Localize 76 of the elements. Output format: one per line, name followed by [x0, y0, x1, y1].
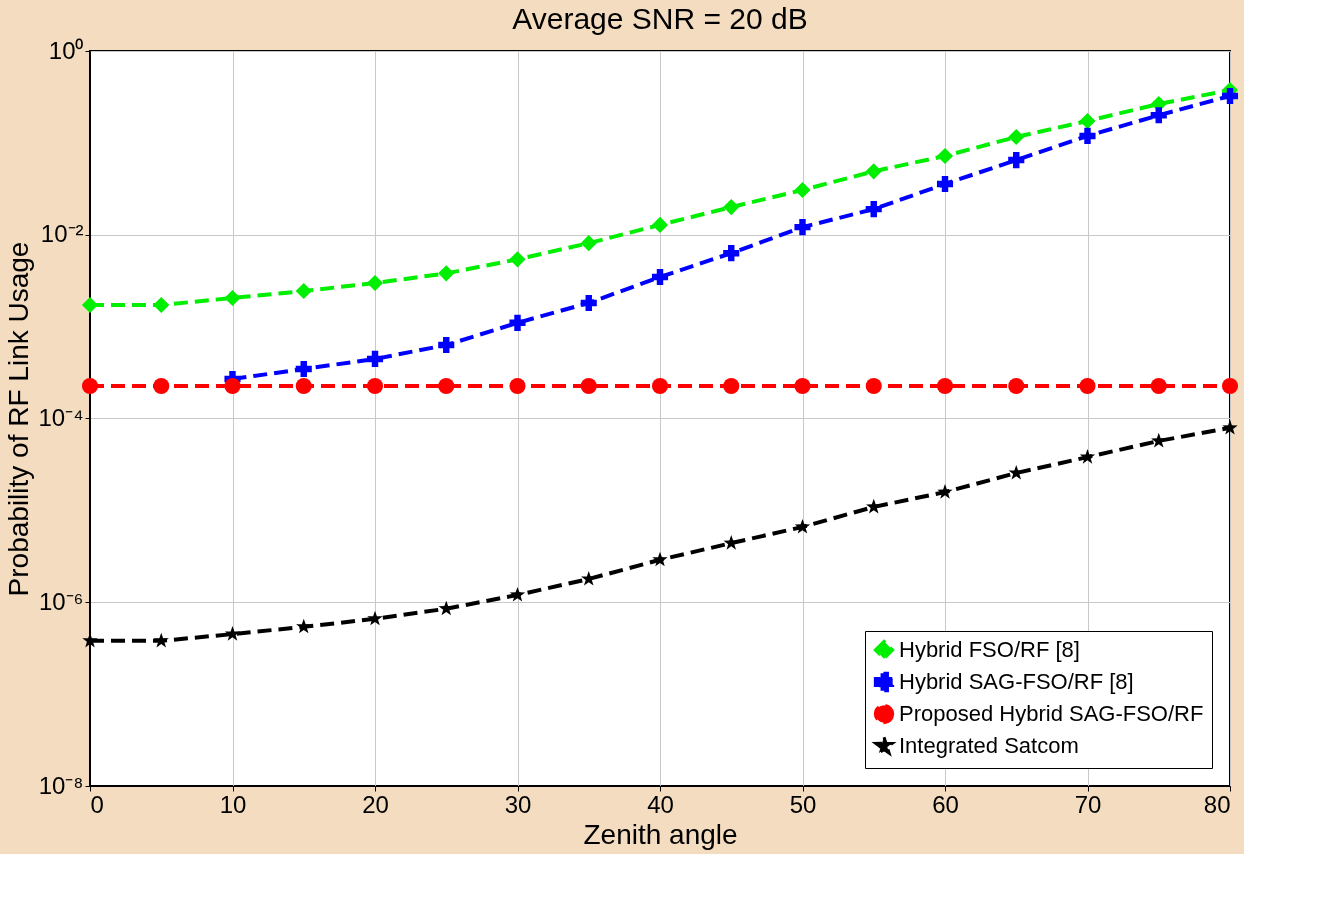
point — [366, 377, 384, 395]
point — [651, 377, 669, 395]
point — [295, 360, 312, 378]
point — [651, 216, 669, 233]
point — [865, 377, 882, 395]
x-tick-label: 70 — [1074, 790, 1102, 818]
x-tick-label: 30 — [504, 790, 532, 818]
y-tick-label: 10⁻⁴ — [38, 404, 84, 431]
point — [723, 245, 740, 262]
point — [1008, 152, 1025, 169]
point — [936, 147, 954, 165]
point — [1079, 112, 1096, 130]
point — [580, 294, 597, 312]
point — [794, 219, 811, 236]
point — [1150, 377, 1167, 395]
y-axis-title: Probability of RF Link Usage — [3, 241, 35, 597]
point — [794, 377, 811, 395]
point — [723, 377, 740, 395]
point — [1221, 377, 1239, 395]
legend-label: Integrated Satcom — [899, 733, 1079, 758]
y-tick-label: 10⁻² — [40, 220, 84, 248]
point — [1008, 128, 1025, 146]
point — [865, 163, 882, 180]
point — [1221, 87, 1239, 105]
x-tick-label: 20 — [362, 790, 389, 818]
x-tick-label: 0 — [90, 790, 104, 818]
point — [153, 296, 170, 314]
point — [366, 350, 384, 367]
point — [865, 201, 882, 218]
y-tick-label: 10⁻⁶ — [38, 587, 84, 615]
point — [438, 377, 455, 395]
point — [936, 175, 954, 193]
point — [509, 586, 526, 602]
point — [936, 377, 954, 395]
point — [224, 289, 241, 307]
point — [366, 274, 384, 292]
point — [296, 618, 312, 634]
point — [1222, 419, 1238, 435]
point — [580, 377, 597, 395]
point — [153, 377, 170, 395]
point — [438, 337, 455, 354]
x-axis-title: Zenith angle — [583, 818, 738, 850]
legend-label: Hybrid SAG-FSO/RF [8] — [899, 669, 1134, 694]
point — [794, 518, 811, 534]
point — [1150, 107, 1167, 124]
point — [723, 199, 740, 216]
point — [295, 282, 312, 300]
point — [224, 626, 241, 641]
x-tick-label: 60 — [932, 790, 959, 818]
point — [652, 551, 668, 567]
x-tick-label: 40 — [647, 790, 674, 818]
point — [367, 610, 383, 626]
point — [1079, 127, 1096, 144]
point — [1079, 449, 1096, 464]
point — [580, 235, 597, 252]
point — [295, 377, 312, 395]
x-tick-label: 10 — [219, 790, 247, 818]
x-tick-label: 50 — [789, 790, 817, 818]
point — [153, 632, 169, 648]
point — [937, 484, 953, 499]
y-tick-label: 10⁻⁸ — [38, 771, 84, 799]
legend-label: Hybrid FSO/RF [8] — [899, 637, 1080, 662]
x-tick-label: 80 — [1203, 790, 1231, 818]
point — [509, 377, 526, 395]
point — [509, 314, 526, 331]
point — [651, 268, 669, 286]
point — [509, 251, 526, 268]
point — [1008, 377, 1025, 395]
point — [438, 265, 455, 282]
point — [1079, 377, 1096, 395]
y-tick-label: 10⁰ — [48, 36, 84, 64]
point — [81, 377, 99, 395]
legend-label: Proposed Hybrid SAG-FSO/RF — [899, 701, 1204, 726]
point — [794, 181, 811, 199]
chart-title: Average SNR = 20 dB — [512, 2, 808, 35]
point — [224, 377, 241, 395]
